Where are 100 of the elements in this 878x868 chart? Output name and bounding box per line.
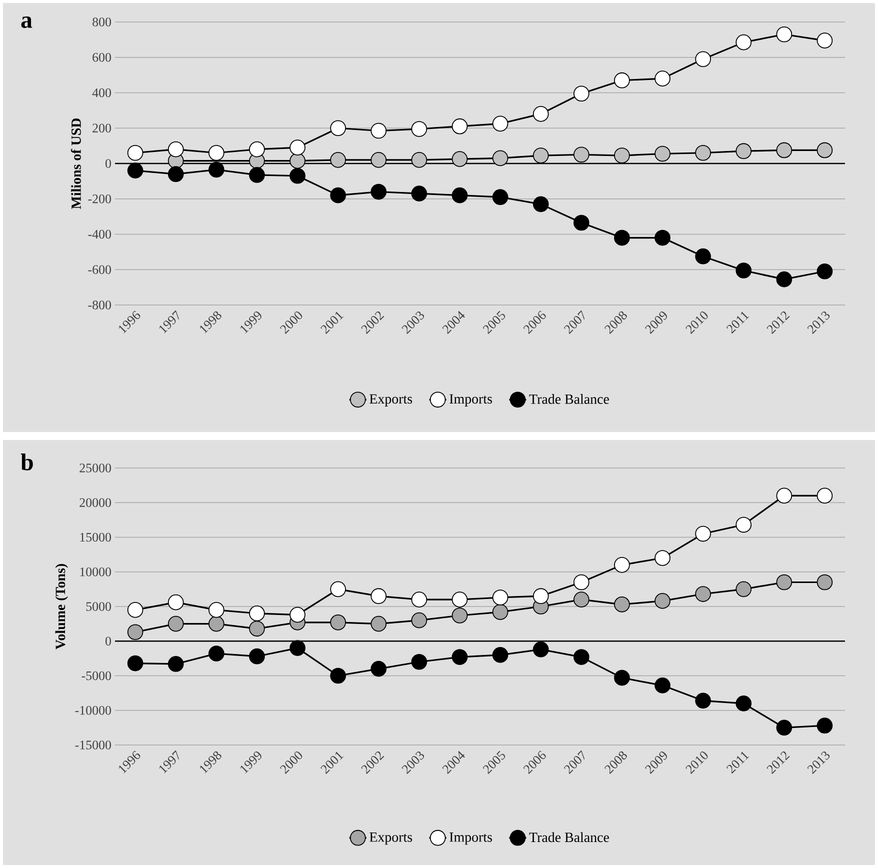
point: [127, 655, 144, 672]
point: [249, 648, 265, 664]
y-tick-label: -10000: [75, 706, 111, 715]
point: [654, 550, 670, 566]
point: [492, 116, 508, 132]
point: [614, 596, 630, 612]
point: [573, 214, 590, 231]
legend-label: Exports: [370, 832, 412, 845]
point: [573, 86, 590, 102]
point: [411, 654, 428, 670]
point: [452, 151, 468, 167]
point: [249, 141, 265, 158]
x-tick-label: 2011: [726, 752, 750, 774]
point: [776, 488, 792, 504]
point: [776, 271, 792, 288]
point: [452, 118, 468, 134]
point: [370, 152, 387, 168]
point: [492, 150, 508, 166]
point: [816, 142, 833, 158]
point: [208, 144, 224, 161]
y-tick-label: -5000: [82, 671, 111, 680]
point: [249, 605, 265, 622]
point: [127, 624, 144, 640]
y-tick-label: -15000: [75, 740, 111, 750]
point: [736, 516, 752, 533]
point: [208, 162, 224, 178]
point: [736, 143, 752, 160]
x-tick-label: 1999: [240, 312, 262, 334]
y-tick-label: 15000: [80, 532, 111, 542]
point: [532, 642, 549, 658]
point: [776, 142, 792, 158]
point: [614, 557, 630, 573]
y-tick-label: 400: [92, 88, 111, 98]
point: [816, 32, 833, 48]
x-tick-label: 2011: [726, 312, 750, 334]
point: [736, 581, 752, 598]
point: [208, 602, 224, 618]
point: [452, 608, 468, 624]
y-tick-label: 5000: [86, 602, 111, 611]
legend-label: Trade Balance: [529, 394, 609, 404]
point: [654, 593, 670, 609]
legend-label: Imports: [450, 394, 492, 406]
point: [330, 187, 346, 204]
point: [249, 620, 265, 637]
y-tick-label: 25000: [80, 464, 111, 472]
point: [573, 574, 590, 590]
y-tick-label: 800: [92, 18, 111, 26]
point: [695, 586, 711, 602]
point: [249, 167, 265, 183]
point: [168, 141, 184, 158]
point: [370, 588, 387, 604]
point: [614, 148, 630, 164]
point: [168, 616, 184, 632]
point: [452, 649, 468, 665]
point: [776, 26, 792, 42]
point: [370, 660, 387, 677]
y-tick-label: 0: [106, 159, 111, 168]
point: [330, 152, 346, 168]
point: [573, 592, 590, 608]
point: [695, 692, 711, 709]
point: [127, 162, 144, 178]
point: [816, 263, 833, 280]
point: [411, 612, 428, 628]
y-tick-label: -600: [88, 265, 111, 274]
point: [168, 166, 184, 182]
y-tick-label: -200: [88, 194, 111, 204]
y-tick-label: 10000: [80, 567, 111, 576]
point: [411, 152, 428, 168]
point: [573, 146, 590, 163]
point: [614, 230, 630, 246]
y-tick-label: 600: [92, 52, 111, 62]
point: [330, 614, 346, 630]
point: [614, 670, 630, 686]
point: [573, 649, 590, 665]
point: [816, 574, 833, 590]
point: [532, 106, 549, 122]
point: [290, 152, 306, 169]
point: [330, 581, 346, 598]
point: [736, 34, 752, 50]
point: [370, 122, 387, 139]
point: [127, 602, 144, 618]
point: [776, 720, 792, 736]
y-tick-label: -400: [88, 230, 111, 239]
point: [290, 140, 306, 156]
y-tick-label: 200: [92, 124, 111, 132]
point: [816, 718, 833, 734]
point: [695, 248, 711, 264]
point: [208, 616, 224, 632]
y-tick-label: 20000: [80, 498, 111, 507]
y-tick-label: -800: [88, 300, 111, 310]
point: [654, 146, 670, 162]
point: [532, 196, 549, 212]
text: a: [21, 16, 32, 28]
point: [736, 696, 752, 712]
point: [695, 51, 711, 68]
point: [695, 144, 711, 161]
point: [492, 189, 508, 206]
point: [290, 606, 306, 623]
point: [816, 488, 833, 504]
point: [776, 574, 792, 590]
